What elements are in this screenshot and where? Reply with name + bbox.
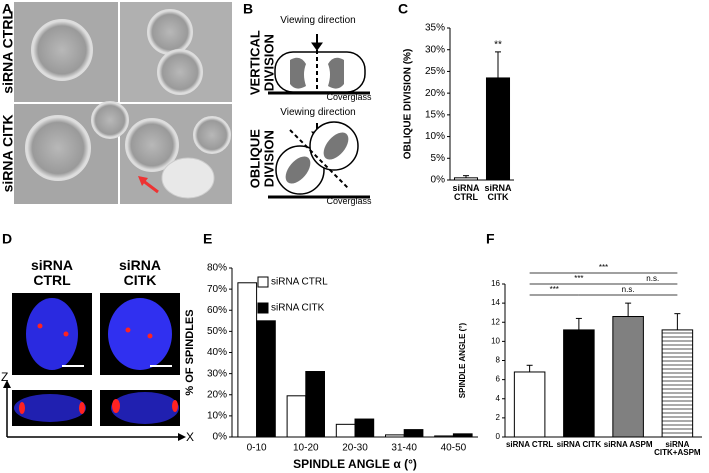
panel-letter: C: [398, 1, 408, 17]
division-label: OBLIQUE DIVISION: [247, 129, 276, 189]
y-tick-label: 25%: [425, 66, 445, 77]
condition-label: siRNA CITK: [118, 257, 161, 288]
panel-letter: F: [486, 231, 495, 247]
row-label: siRNA CTRL: [0, 11, 16, 94]
y-tick-label: 15%: [425, 109, 445, 120]
bar: [403, 429, 424, 438]
y-tick-label: 60%: [207, 305, 227, 316]
y-tick-label: 10: [491, 336, 500, 345]
row-label: siRNA CITK: [0, 114, 16, 193]
bar: [563, 329, 595, 438]
y-tick-label: 4: [496, 394, 501, 403]
bar: [453, 177, 479, 181]
error-bar: [674, 313, 681, 330]
significance: ***: [599, 263, 608, 272]
bar: [305, 371, 325, 438]
error-bar: [463, 175, 469, 178]
y-tick-label: 8: [496, 356, 501, 365]
significance: **: [494, 40, 502, 51]
x-tick-label: siRNA CTRL: [452, 183, 480, 203]
x-tick-label: siRNA CTRL: [505, 440, 554, 449]
y-tick-label: 6: [496, 375, 501, 384]
y-tick-label: 50%: [207, 326, 227, 337]
bar: [286, 395, 307, 438]
x-tick-label: 10-20: [293, 443, 319, 454]
panel-letter: B: [243, 1, 253, 17]
y-tick-label: 0%: [431, 175, 446, 186]
error-bar: [625, 302, 632, 317]
viewing-label: Viewing direction: [280, 107, 356, 118]
significance: n.s.: [646, 274, 659, 283]
panel-letter: A: [2, 1, 12, 17]
y-axis-label: OBLIQUE DIVISION (%): [403, 49, 414, 160]
panel-letter: E: [203, 231, 212, 247]
coverglass-label: Coverglass: [326, 196, 372, 206]
y-tick-label: 5%: [431, 153, 446, 164]
y-tick-label: 70%: [207, 284, 227, 295]
y-tick-label: 10%: [425, 131, 445, 142]
bar: [434, 435, 454, 438]
panel-letter: D: [2, 231, 12, 247]
axis-label: X: [186, 430, 194, 444]
legend-label: siRNA CITK: [271, 303, 325, 314]
y-tick-label: 40%: [207, 347, 227, 358]
legend-swatch: [257, 276, 269, 288]
y-axis-label: SPINDLE ANGLE (°): [458, 322, 467, 398]
y-axis-label: % OF SPINDLES: [184, 309, 196, 395]
y-tick-label: 0%: [213, 432, 228, 443]
y-tick-label: 30%: [425, 44, 445, 55]
y-tick-label: 20%: [425, 88, 445, 99]
y-tick-label: 10%: [207, 411, 227, 422]
x-tick-label: 31-40: [391, 443, 417, 454]
y-tick-label: 0: [496, 432, 501, 441]
bar: [485, 77, 511, 181]
bar: [256, 320, 276, 438]
bar: [612, 316, 644, 438]
error-bar: [495, 51, 501, 78]
y-tick-label: 80%: [207, 263, 227, 274]
axis-label: Z: [1, 370, 8, 384]
viewing-label: Viewing direction: [280, 15, 356, 26]
x-tick-label: siRNA CITK: [484, 183, 512, 203]
error-bar: [526, 364, 533, 372]
y-tick-label: 2: [496, 413, 501, 422]
fluorescence-images: [3, 293, 186, 441]
division-diagram: [268, 34, 370, 199]
legend-label: siRNA CTRL: [271, 277, 328, 288]
significance: n.s.: [622, 285, 635, 294]
bar: [385, 434, 405, 438]
x-axis-label: SPINDLE ANGLE α (°): [293, 457, 417, 471]
x-tick-label: siRNA ASPM: [603, 440, 653, 449]
x-tick-label: 40-50: [441, 443, 467, 454]
bar: [513, 371, 546, 438]
bar: [237, 282, 258, 438]
x-tick-label: 0-10: [247, 443, 267, 454]
y-tick-label: 14: [491, 298, 500, 307]
bar: [354, 418, 375, 438]
legend-swatch: [257, 302, 269, 314]
y-tick-label: 30%: [207, 368, 227, 379]
condition-label: siRNA CTRL: [30, 257, 73, 288]
error-bar: [575, 317, 582, 330]
y-tick-label: 35%: [425, 23, 445, 34]
bar: [452, 433, 473, 438]
x-tick-label: siRNA CITK+ASPM: [654, 440, 701, 458]
y-tick-label: 12: [491, 317, 500, 326]
bar: [335, 423, 356, 438]
micrographs: [14, 2, 232, 204]
division-label: VERTICAL DIVISION: [247, 30, 276, 96]
y-tick-label: 16: [491, 279, 500, 288]
bar: [661, 329, 694, 438]
x-tick-label: siRNA CITK: [556, 440, 602, 449]
significance: ***: [550, 285, 559, 294]
significance: ***: [574, 274, 583, 283]
x-tick-label: 20-30: [342, 443, 368, 454]
coverglass-label: Coverglass: [326, 92, 372, 102]
y-tick-label: 20%: [207, 389, 227, 400]
